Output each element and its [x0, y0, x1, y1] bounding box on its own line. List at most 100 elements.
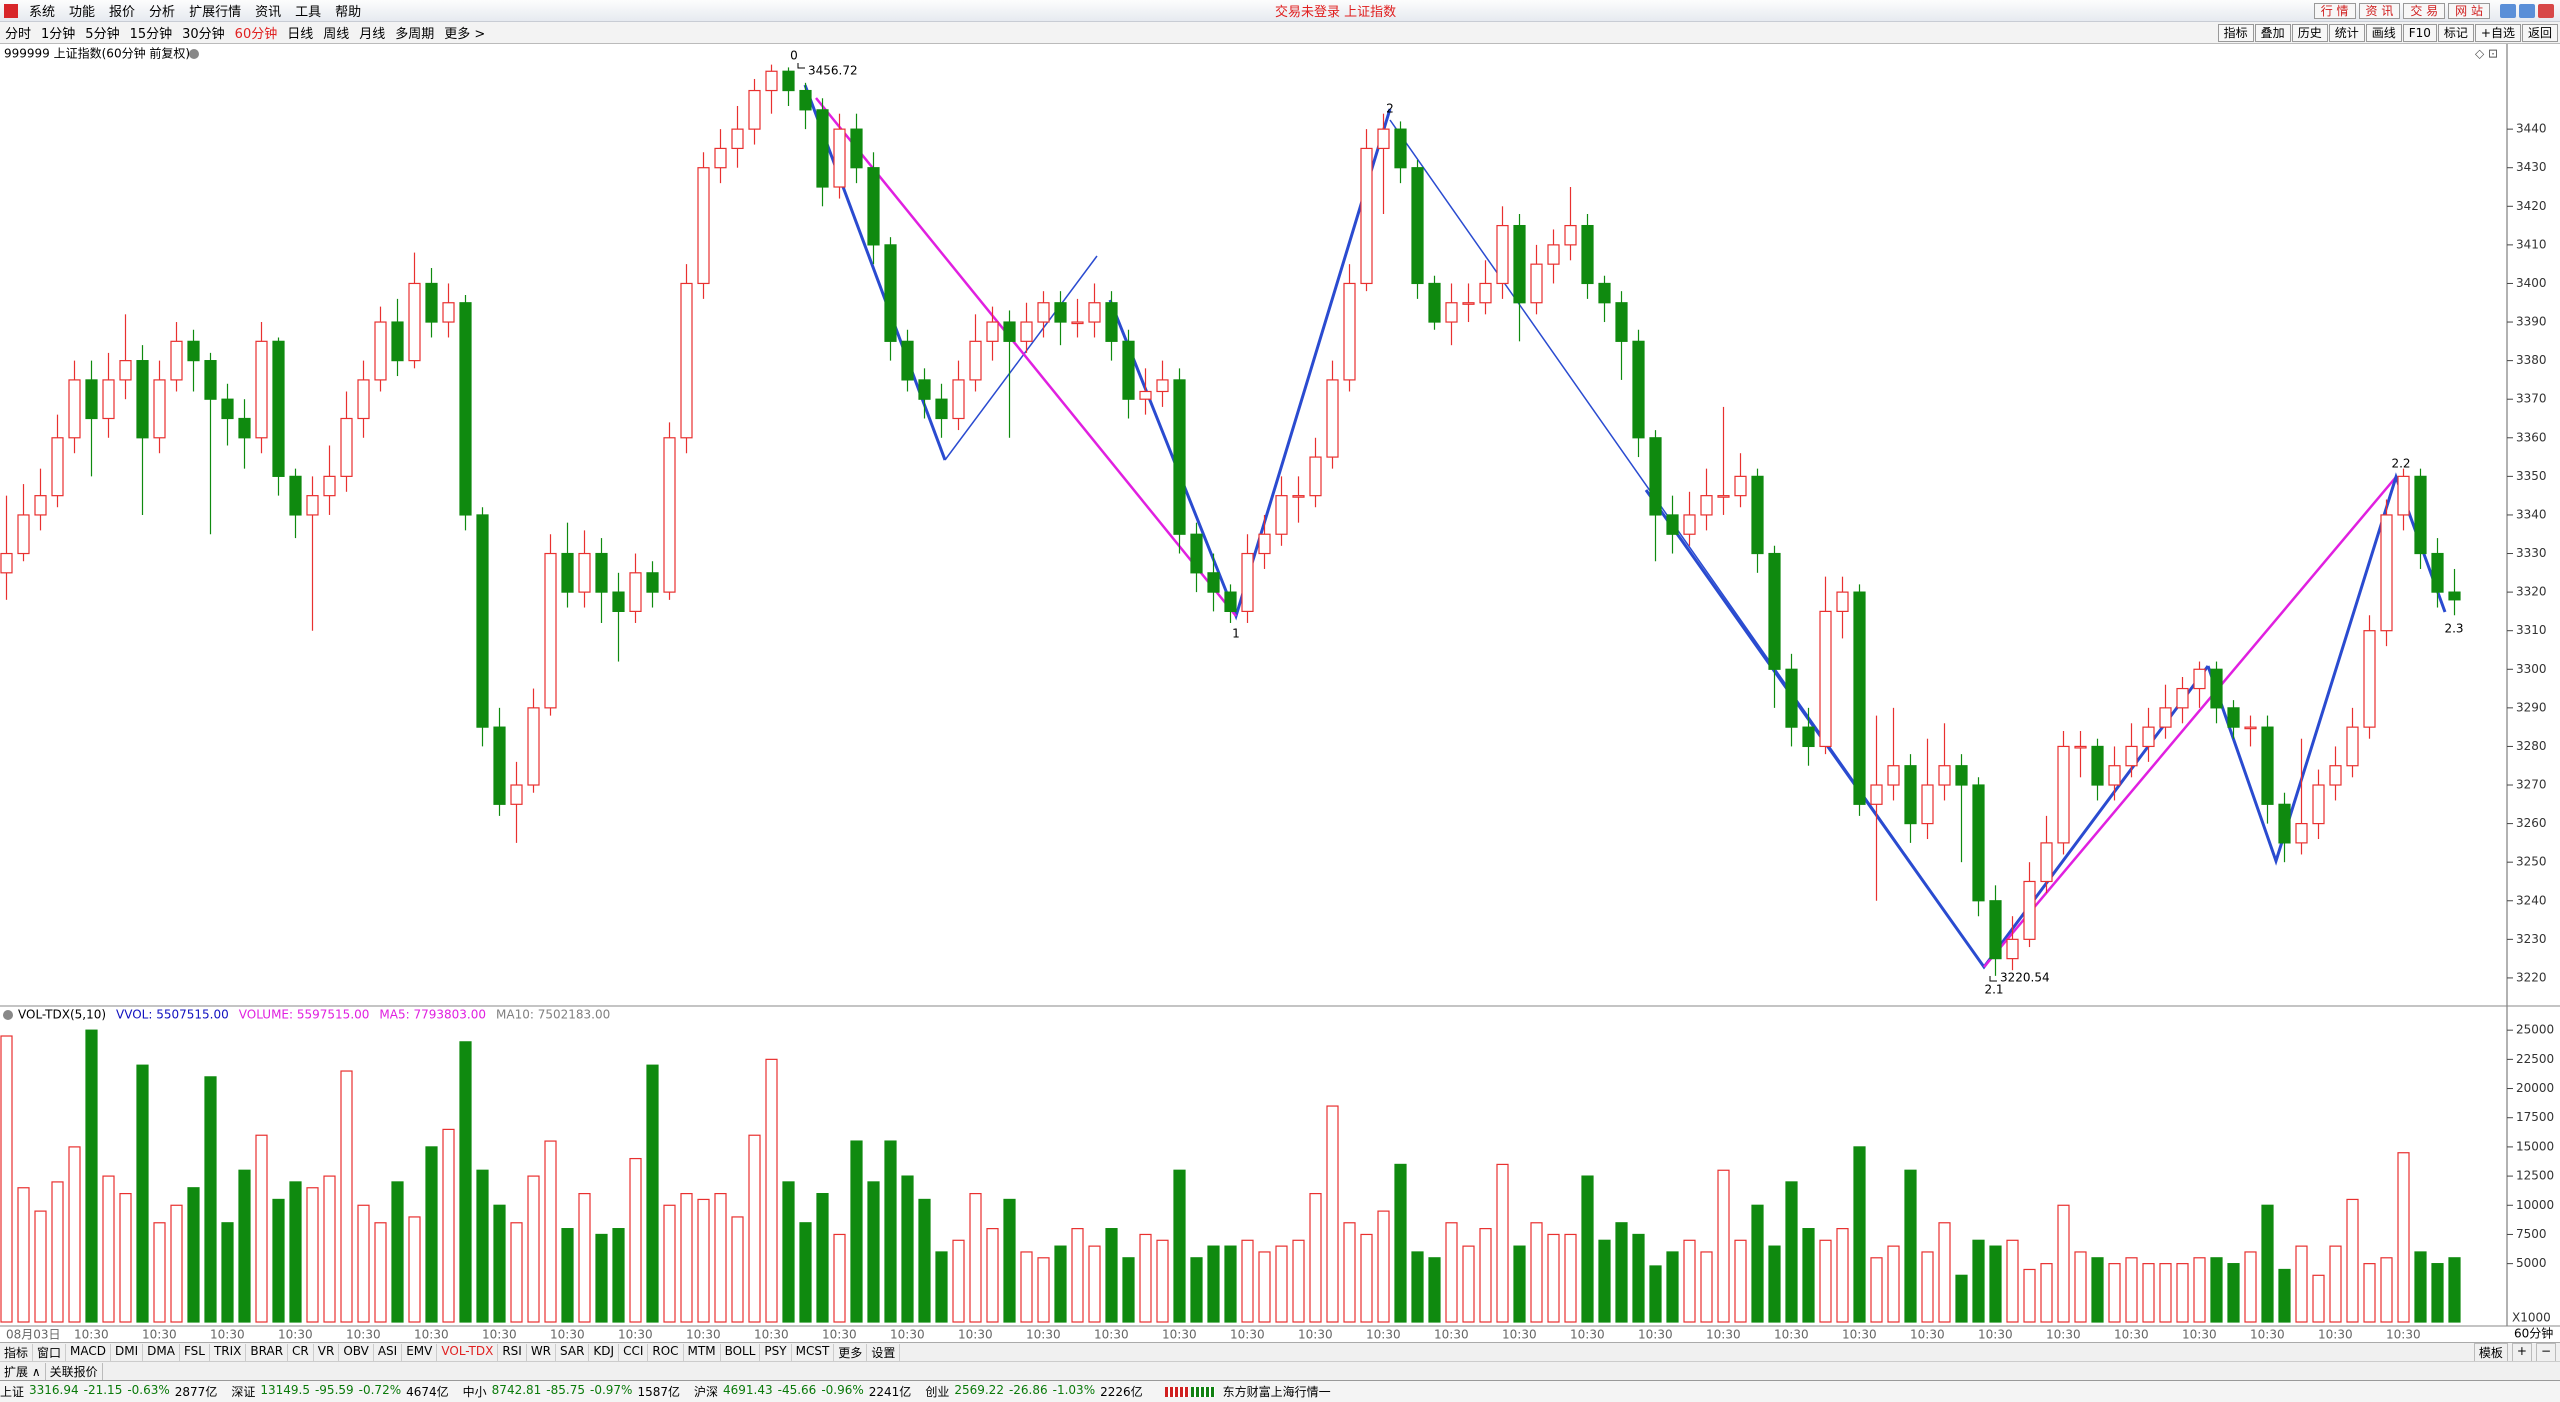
volume-bar [34, 1210, 47, 1323]
quote-field: 13149.5 [260, 1383, 310, 1397]
candle-body [2108, 765, 2121, 786]
candle-body [935, 398, 948, 420]
index-quote: 中小 8742.81 -85.75 -0.97% 1587亿 [463, 1383, 680, 1400]
indicator-tab[interactable]: VR [314, 1343, 340, 1361]
period-tab[interactable]: 60分钟 [234, 27, 278, 42]
candle-body [884, 244, 897, 342]
indicator-tab[interactable]: RSI [498, 1343, 527, 1361]
volume-bar [1224, 1245, 1237, 1323]
volume-bar [2380, 1257, 2393, 1323]
extension-tab[interactable]: 扩展 ∧ [0, 1362, 46, 1380]
candle-body [1003, 321, 1016, 342]
tab-control[interactable]: + [2511, 1342, 2532, 1362]
quick-button[interactable]: 资 讯 [2358, 2, 2401, 19]
indicator-tab[interactable]: ROC [648, 1343, 684, 1361]
indicator-tab[interactable]: TRIX [210, 1343, 247, 1361]
period-tab[interactable]: 周线 [323, 27, 350, 42]
indicator-tab[interactable]: 设置 [867, 1343, 901, 1361]
indicator-tab[interactable]: SAR [556, 1343, 590, 1361]
title-menu-icon[interactable] [189, 49, 199, 59]
indicator-tab[interactable]: DMA [143, 1343, 180, 1361]
candle-body [1394, 128, 1407, 169]
indicator-tab[interactable]: 窗口 [33, 1343, 67, 1361]
volume-bar [1241, 1239, 1254, 1323]
period-tab[interactable]: 更多 > [444, 27, 486, 42]
indicator-tab[interactable]: MCST [792, 1343, 835, 1361]
candle-body [2006, 938, 2019, 960]
volume-bar [2261, 1204, 2274, 1323]
quick-button[interactable]: 交 易 [2403, 2, 2446, 19]
period-tab[interactable]: 多周期 [395, 27, 435, 42]
tool-button[interactable]: 统计 [2328, 23, 2365, 42]
quick-button[interactable]: 行 情 [2313, 2, 2356, 19]
indicator-tab[interactable]: BRAR [246, 1343, 289, 1361]
menu-item[interactable]: 系统 [29, 5, 56, 20]
volume-menu-icon[interactable] [3, 1010, 13, 1020]
indicator-tab[interactable]: DMI [111, 1343, 144, 1361]
indicator-tab[interactable]: FSL [180, 1343, 210, 1361]
period-tab[interactable]: 月线 [359, 27, 386, 42]
indicator-tab[interactable]: VOL-TDX [437, 1343, 499, 1361]
indicator-tab[interactable]: WR [527, 1343, 557, 1361]
indicator-tab[interactable]: PSY [760, 1343, 792, 1361]
tool-button[interactable]: 画线 [2365, 23, 2402, 42]
indicator-tab[interactable]: MTM [684, 1343, 721, 1361]
period-tab[interactable]: 5分钟 [85, 27, 120, 42]
y-tick-label: 15000 [2516, 1139, 2554, 1153]
candle-body [833, 128, 846, 188]
period-tab[interactable]: 1分钟 [41, 27, 76, 42]
candle-body [340, 417, 353, 477]
menu-item[interactable]: 分析 [149, 5, 176, 20]
volume-bar [1309, 1192, 1322, 1323]
indicator-tab[interactable]: 指标 [0, 1343, 34, 1361]
wave-label: 2 [1386, 102, 1394, 116]
volume-bar [680, 1192, 693, 1323]
indicator-tab[interactable]: KDJ [589, 1343, 620, 1361]
period-tab[interactable]: 15分钟 [129, 27, 173, 42]
indicator-tab[interactable]: BOLL [721, 1343, 761, 1361]
tool-button[interactable]: 返回 [2521, 23, 2558, 42]
period-tab[interactable]: 30分钟 [182, 27, 225, 42]
menu-item[interactable]: 帮助 [335, 5, 362, 20]
menu-item[interactable]: 功能 [69, 5, 96, 20]
tool-button[interactable]: F10 [2402, 23, 2437, 42]
indicator-tab[interactable]: MACD [66, 1343, 112, 1361]
tool-button[interactable]: 叠加 [2254, 23, 2291, 42]
candle-body [1513, 224, 1526, 304]
candle-body [2176, 687, 2189, 709]
tool-button[interactable]: 指标 [2217, 23, 2254, 42]
tool-button[interactable]: +自选 [2474, 23, 2521, 42]
volume-bar [459, 1041, 472, 1323]
indicator-tab[interactable]: CCI [619, 1343, 649, 1361]
quick-button[interactable]: 网 站 [2448, 2, 2490, 19]
minimize-button[interactable] [2500, 3, 2516, 18]
quote-field: 沪深 [693, 1385, 718, 1399]
candle-body [102, 379, 115, 420]
menu-item[interactable]: 资讯 [255, 5, 282, 20]
panel-icons[interactable]: ◇ ⊡ [2475, 47, 2498, 61]
extension-tab[interactable]: 关联报价 [46, 1362, 103, 1380]
indicator-tab[interactable]: EMV [402, 1343, 438, 1361]
indicator-tab[interactable]: ASI [374, 1343, 403, 1361]
period-tab[interactable]: 分时 [5, 27, 32, 42]
maximize-button[interactable] [2519, 3, 2535, 18]
volume-bar [1734, 1239, 1747, 1323]
tool-button[interactable]: 标记 [2437, 23, 2474, 42]
period-tab[interactable]: 日线 [287, 27, 314, 42]
volume-bar [442, 1128, 455, 1323]
quote-field: 3316.94 [29, 1383, 79, 1397]
candle-body [782, 70, 795, 92]
tab-right: 模板 + − [2470, 1342, 2556, 1362]
candle-body [289, 475, 302, 516]
close-button[interactable] [2538, 3, 2554, 18]
indicator-tab[interactable]: CR [288, 1343, 314, 1361]
indicator-tab[interactable]: 更多 [834, 1343, 868, 1361]
tool-button[interactable]: 历史 [2291, 23, 2328, 42]
menu-item[interactable]: 扩展行情 [189, 5, 242, 20]
volume-bar [1836, 1228, 1849, 1323]
menu-item[interactable]: 报价 [109, 5, 136, 20]
tab-control[interactable]: − [2535, 1342, 2556, 1362]
indicator-tab[interactable]: OBV [339, 1343, 374, 1361]
tab-control[interactable]: 模板 [2473, 1342, 2508, 1362]
menu-item[interactable]: 工具 [295, 5, 322, 20]
